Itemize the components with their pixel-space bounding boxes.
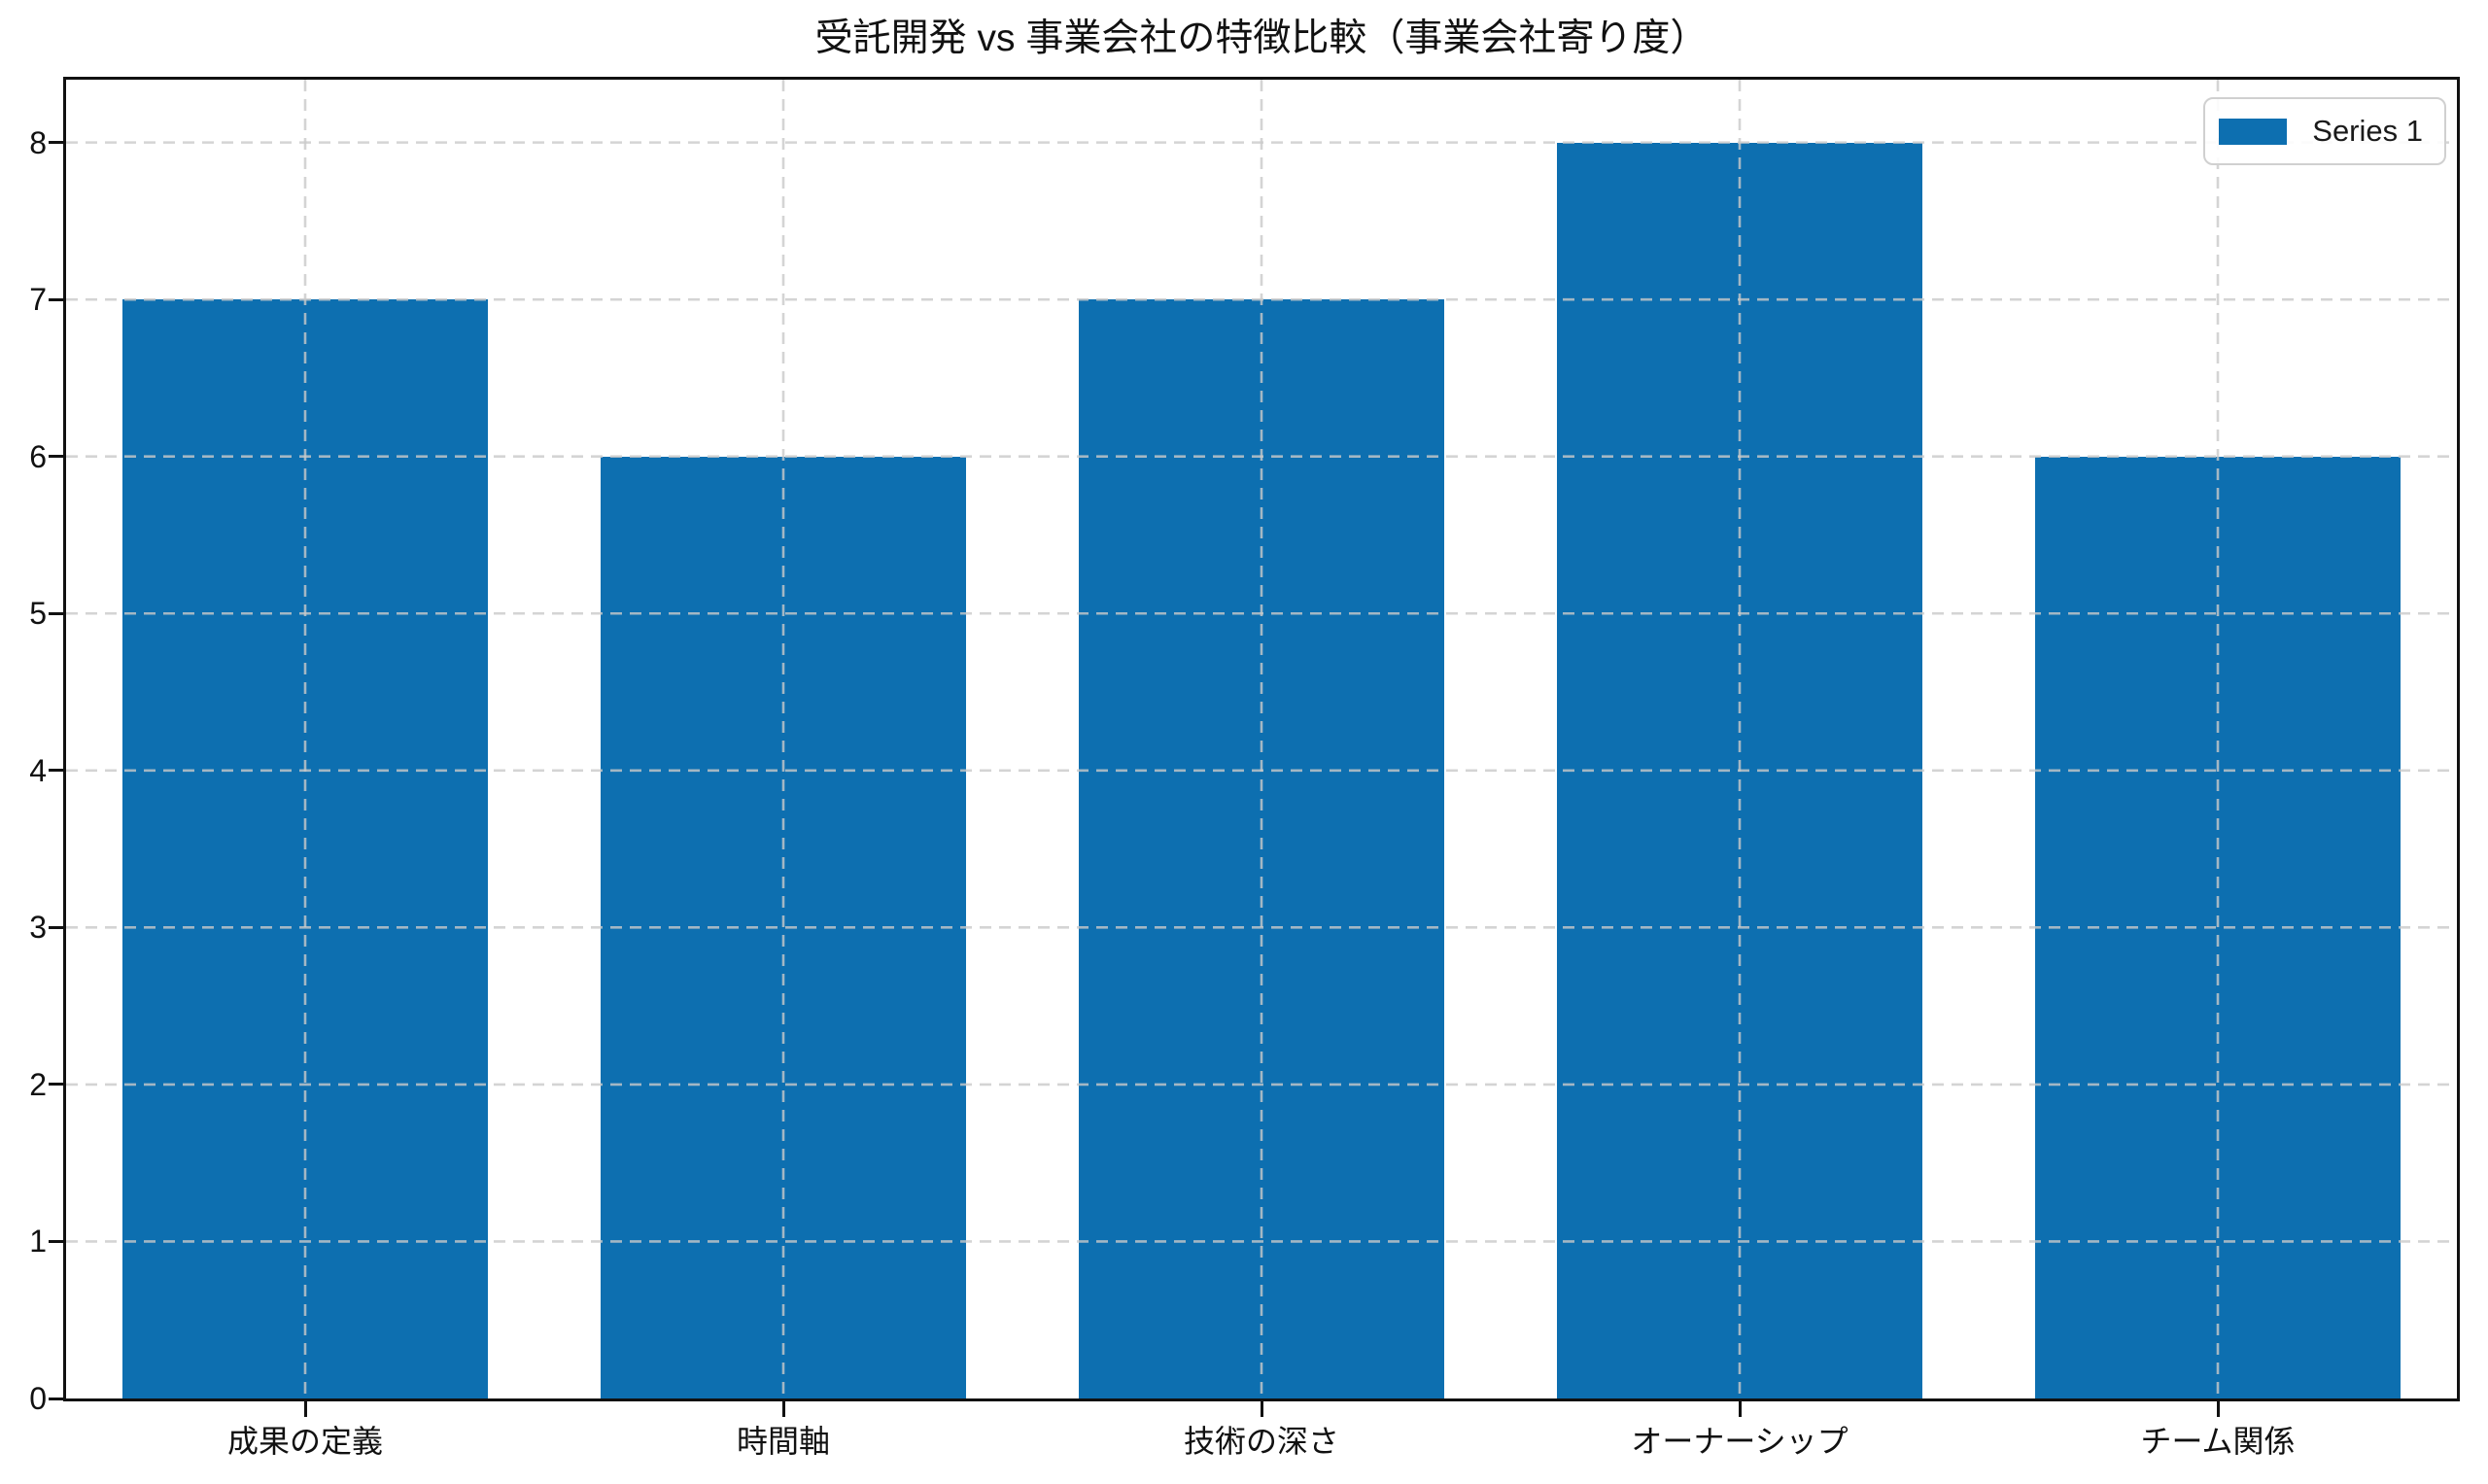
y-tick-mark-5 [49,611,66,615]
x-tick-label-2: 技術の深さ [1183,1424,1340,1459]
bars-layer [66,80,2457,1398]
y-tick-mark-8 [49,141,66,145]
y-tick-label-4: 4 [29,752,47,788]
y-tick-mark-7 [49,297,66,301]
y-tick-mark-2 [49,1083,66,1087]
y-tick-label-0: 0 [29,1381,47,1416]
y-tick-label-3: 3 [29,910,47,946]
y-tick-label-5: 5 [29,596,47,632]
y-tick-label-6: 6 [29,438,47,474]
bar-4 [2034,456,2402,1398]
chart-title: 受託開発 vs 事業会社の特徴比較（事業会社寄り度） [814,17,1709,59]
x-tick-mark-3 [1738,1401,1742,1417]
y-tick-label-2: 2 [29,1066,47,1102]
y-tick-label-8: 8 [29,124,47,160]
bar-1 [600,456,967,1398]
y-tick-mark-3 [49,925,66,929]
x-tick-label-3: オーナーシップ [1631,1424,1849,1459]
bar-3 [1556,142,1923,1398]
y-tick-mark-1 [49,1239,66,1243]
x-tick-label-0: 成果の定義 [226,1424,384,1459]
x-tick-label-4: チーム関係 [2140,1424,2296,1459]
y-tick-label-1: 1 [29,1224,47,1260]
legend: Series 1 [2203,97,2446,165]
x-tick-mark-4 [2216,1401,2220,1417]
legend-label: Series 1 [2312,114,2423,148]
x-tick-mark-2 [1260,1401,1263,1417]
legend-swatch [2219,118,2288,145]
y-tick-mark-6 [49,455,66,459]
x-tick-mark-0 [303,1401,307,1417]
bar-2 [1078,299,1445,1398]
bar-0 [121,299,489,1398]
y-tick-label-7: 7 [29,282,47,318]
y-tick-mark-0 [49,1397,66,1400]
x-tick-mark-1 [781,1401,785,1417]
plot-area: Series 1 [63,77,2460,1401]
y-tick-mark-4 [49,769,66,773]
x-tick-label-1: 時間軸 [736,1424,831,1459]
